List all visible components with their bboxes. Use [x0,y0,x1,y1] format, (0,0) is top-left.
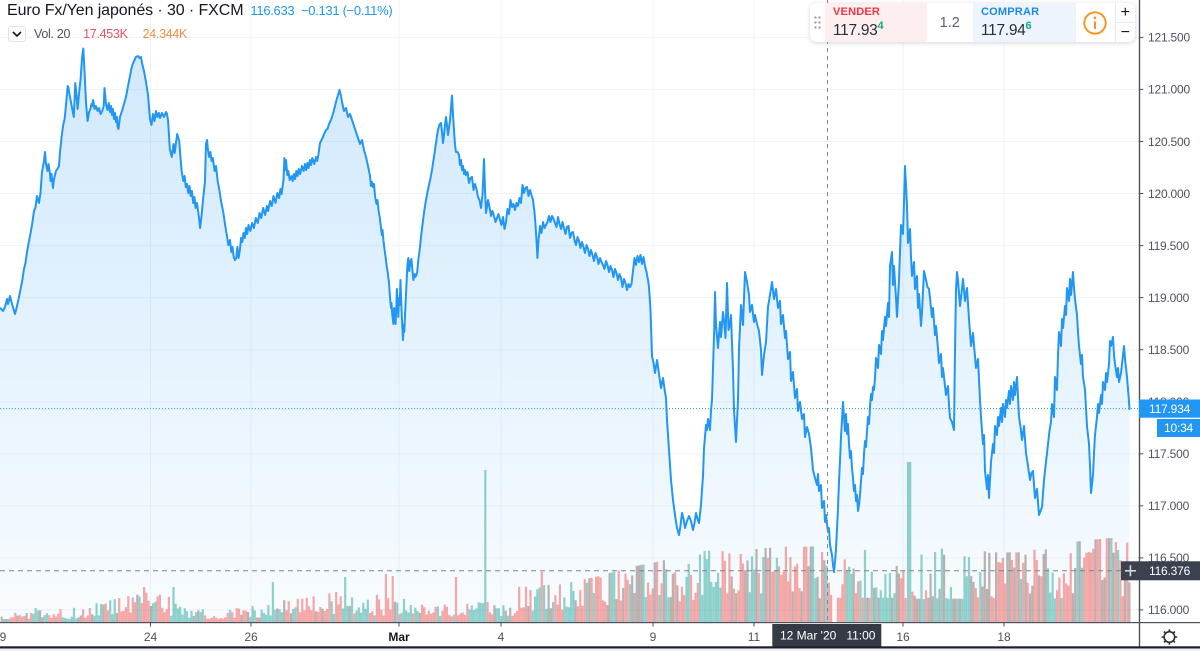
svg-text:116.376: 116.376 [1149,564,1191,578]
svg-text:16: 16 [896,630,910,644]
svg-text:117.934: 117.934 [1149,402,1191,416]
svg-text:9: 9 [650,630,657,644]
svg-text:116.000: 116.000 [1148,603,1190,617]
svg-text:120.000: 120.000 [1148,187,1191,201]
svg-text:120.500: 120.500 [1148,135,1191,149]
svg-text:Mar: Mar [388,630,410,644]
svg-text:121.000: 121.000 [1148,83,1191,97]
svg-text:24: 24 [144,630,158,644]
svg-text:9: 9 [0,630,7,644]
svg-text:121.500: 121.500 [1148,31,1191,45]
svg-text:119.000: 119.000 [1148,291,1190,305]
svg-text:11: 11 [748,630,761,644]
svg-text:26: 26 [244,630,258,644]
svg-text:119.500: 119.500 [1148,239,1190,253]
svg-text:117.000: 117.000 [1148,499,1190,513]
svg-text:12 Mar '20 11:00: 12 Mar '20 11:00 [780,629,876,643]
svg-text:10:34: 10:34 [1164,421,1194,435]
svg-text:118.500: 118.500 [1148,343,1190,357]
svg-text:18: 18 [997,630,1011,644]
svg-text:4: 4 [498,630,505,644]
svg-text:117.500: 117.500 [1148,447,1190,461]
